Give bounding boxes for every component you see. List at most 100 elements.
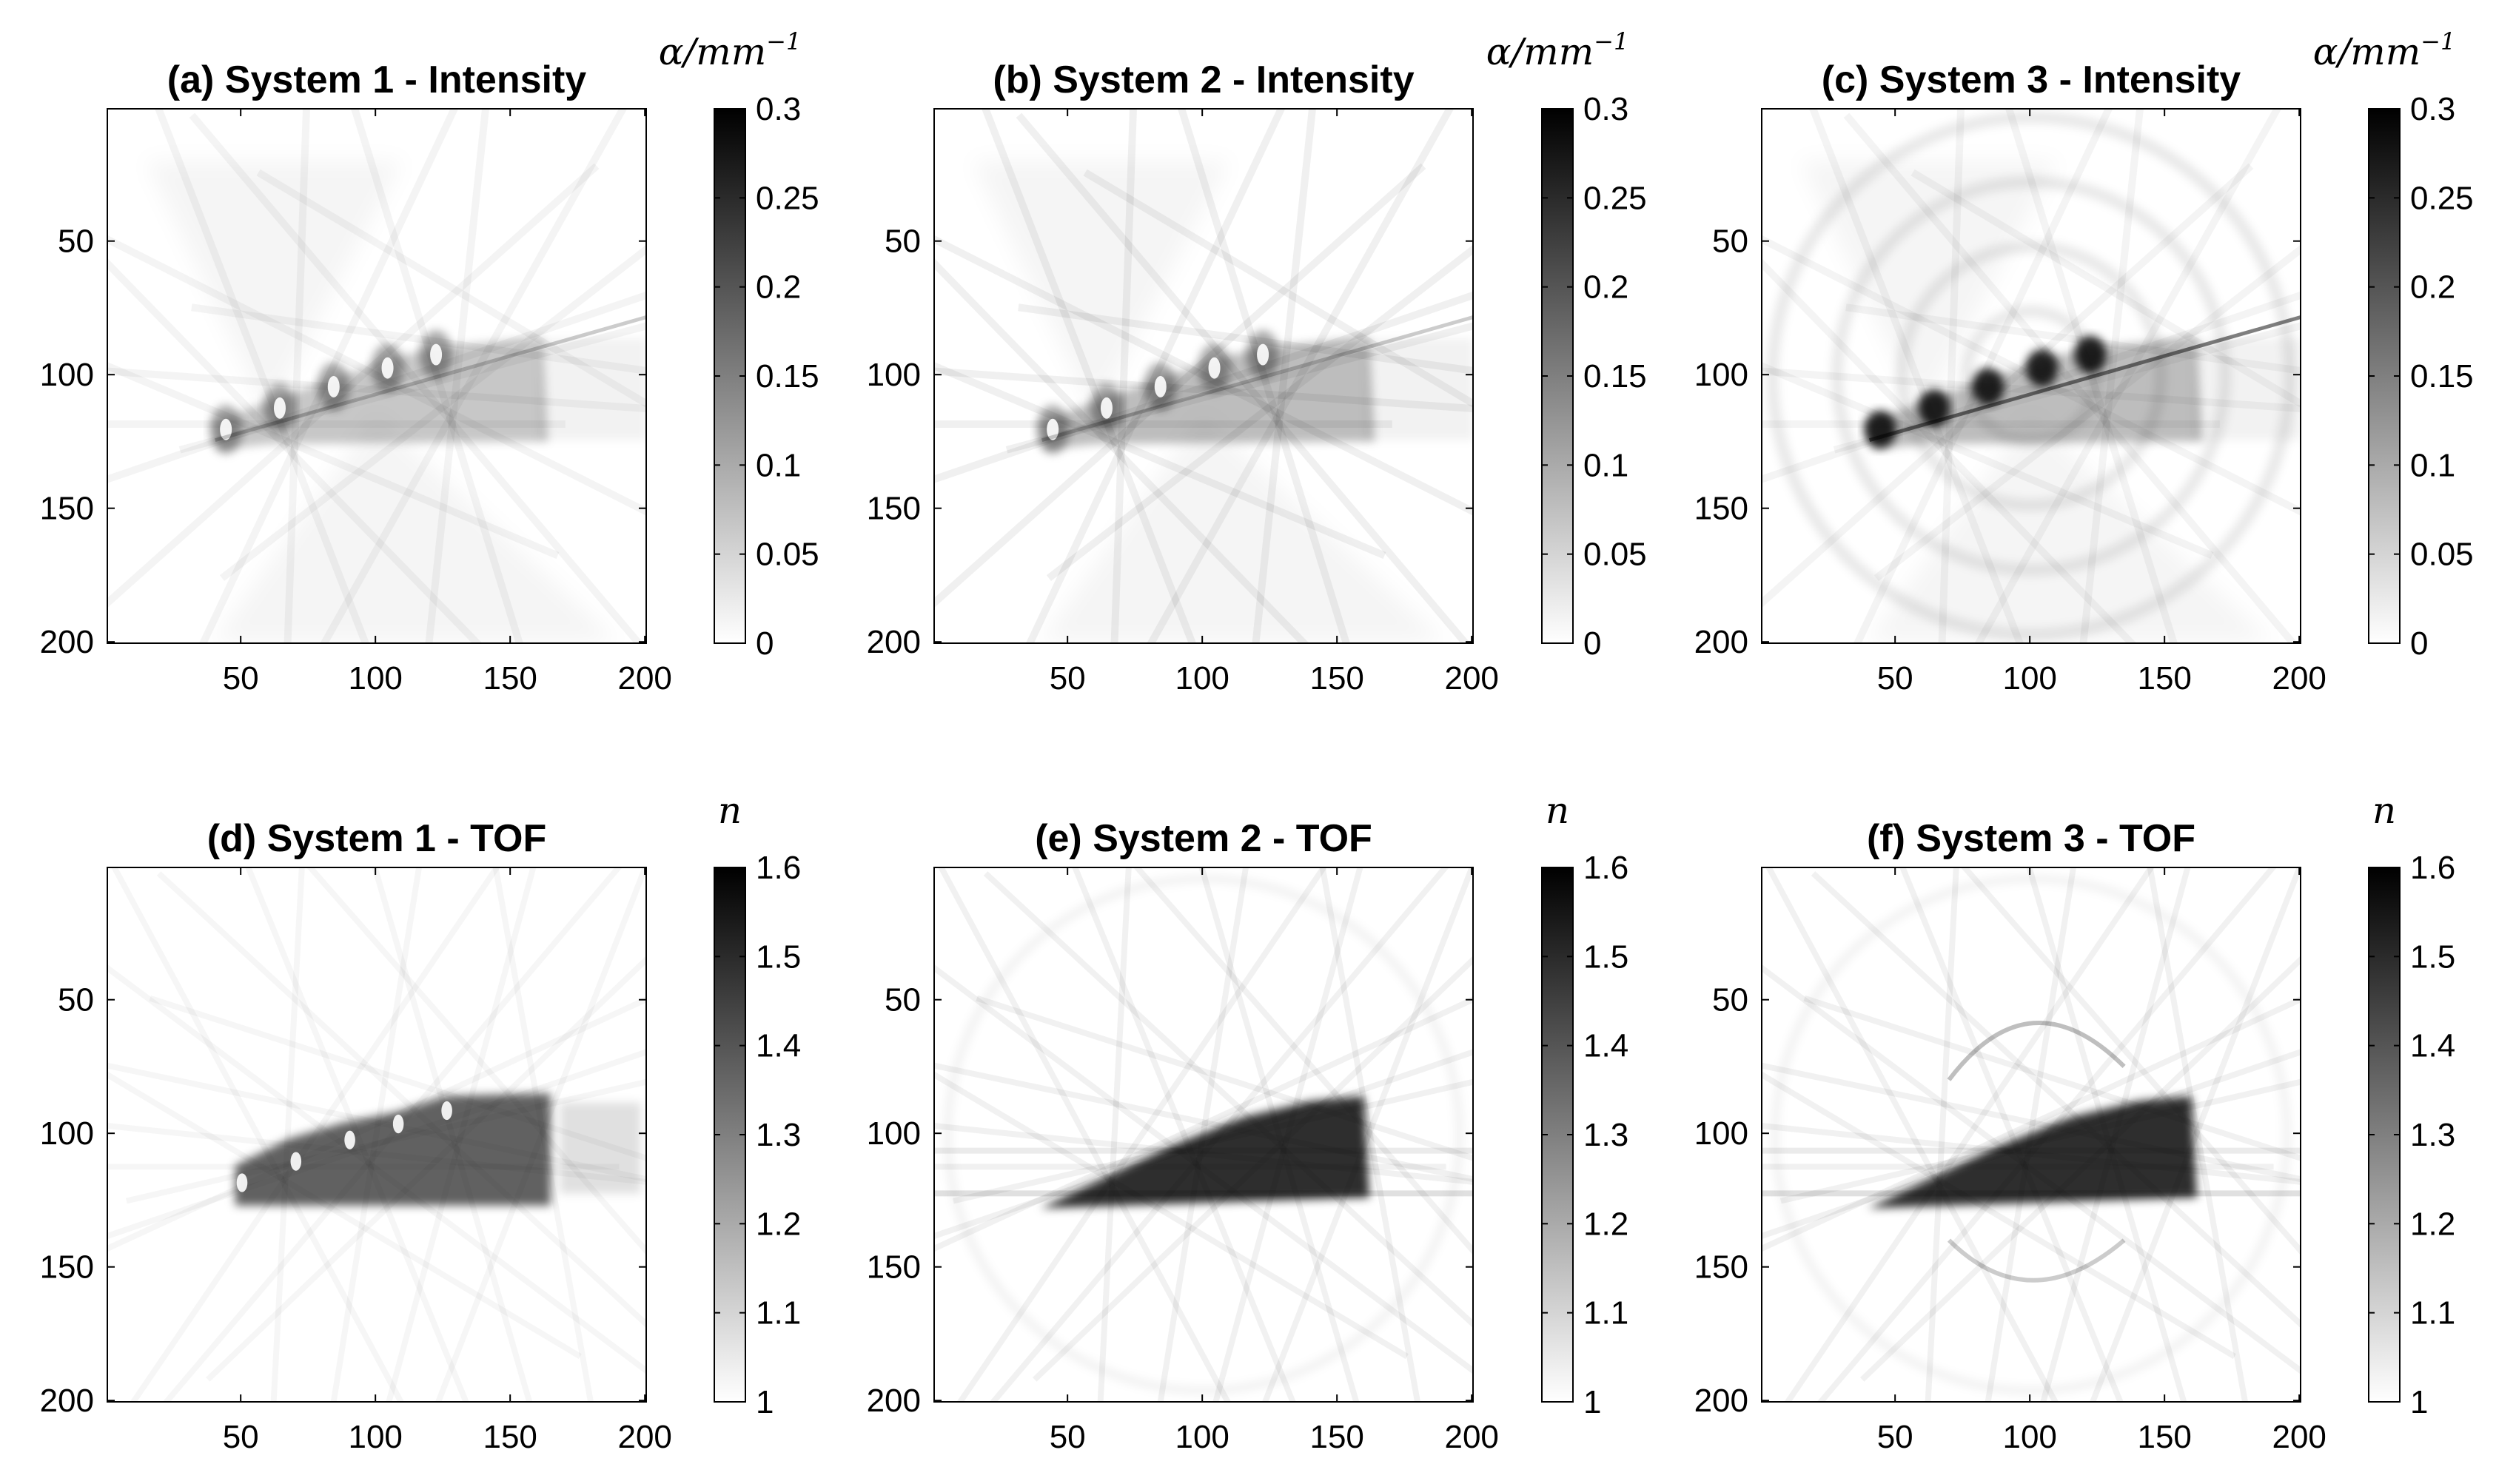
heatmap-image [235, 1093, 641, 1206]
x-tick-label: 50 [223, 1419, 259, 1455]
y-tick-label: 150 [867, 491, 921, 527]
colorbar-label: n [2372, 789, 2396, 832]
colorbar-tick-label: 0 [1583, 625, 1601, 662]
colorbar-tick-label: 0.25 [2410, 180, 2474, 216]
x-tick-label: 150 [1309, 660, 1363, 696]
colorbar-tick-label: 0 [756, 625, 774, 662]
y-tick-label: 200 [1694, 1383, 1748, 1419]
x-tick-label: 50 [1877, 660, 1913, 696]
x-tick-label: 150 [1309, 1419, 1363, 1455]
y-tick-label: 50 [885, 224, 921, 260]
panel-title: (f) System 3 - TOF [1867, 817, 2195, 860]
colorbar-tick-label: 0.1 [756, 447, 801, 483]
colorbar-tick-label: 0.1 [1583, 447, 1628, 483]
y-tick-label: 100 [867, 357, 921, 393]
y-tick-label: 150 [40, 1249, 94, 1286]
x-tick-label: 200 [2272, 660, 2326, 696]
colorbar-tick-label: 0.2 [756, 269, 801, 306]
y-tick-label: 100 [867, 1115, 921, 1152]
y-tick-label: 50 [58, 982, 94, 1018]
colorbar-tick-label: 1.3 [2410, 1117, 2455, 1153]
y-tick-label: 50 [1712, 982, 1748, 1018]
y-tick-label: 200 [40, 1383, 94, 1419]
x-tick-label: 100 [348, 1419, 402, 1455]
colorbar-tick-label: 0 [2410, 625, 2428, 662]
colorbar: 1 1.1 1.2 1.3 1.4 1.5 1.6 n [714, 789, 801, 1420]
x-tick-label: 150 [483, 1419, 537, 1455]
colorbar-tick-label: 0.2 [1583, 269, 1628, 306]
x-tick-label: 150 [2137, 660, 2191, 696]
panel-title: (b) System 2 - Intensity [993, 58, 1414, 101]
colorbar: 1 1.1 1.2 1.3 1.4 1.5 1.6 n [2368, 789, 2455, 1420]
panel-e: (e) System 2 - TOF 50 100 150 200 50 100 150 200… [867, 789, 1629, 1455]
colorbar-tick-label: 1.5 [1583, 939, 1628, 975]
colorbar-tick-label: 1 [2410, 1384, 2428, 1420]
colorbar-tick-label: 0.3 [1583, 91, 1628, 127]
y-tick-label: 200 [867, 1383, 921, 1419]
colorbar-tick-label: 1.6 [756, 850, 801, 886]
axes-frame [933, 867, 1474, 1403]
panel-d: (d) System 1 - TOF 50 100 150 200 50 100 150 200… [40, 789, 802, 1455]
colorbar-tick-label: 1.2 [1583, 1206, 1628, 1242]
panel-c: (c) System 3 - Intensity 50 100 150 200 50 100… [1694, 27, 2474, 696]
colorbar-tick-label: 1.6 [1583, 850, 1628, 886]
axes-frame [107, 867, 647, 1403]
colorbar-tick-label: 1.1 [2410, 1295, 2455, 1332]
x-tick-label: 200 [2272, 1419, 2326, 1455]
colorbar-tick-label: 0.25 [756, 180, 819, 216]
colorbar-tick-label: 1.5 [756, 939, 801, 975]
heatmap-image [1762, 109, 2301, 643]
panel-title: (a) System 1 - Intensity [167, 58, 586, 101]
axes-frame [933, 108, 1474, 644]
colorbar-tick-label: 1.1 [756, 1295, 801, 1332]
colorbar: 1 1.1 1.2 1.3 1.4 1.5 1.6 n [1541, 789, 1628, 1420]
panel-f: (f) System 3 - TOF 50 100 150 200 50 100 150 200… [1694, 789, 2456, 1455]
colorbar-label: n [718, 789, 742, 832]
x-tick-label: 200 [1444, 1419, 1498, 1455]
y-tick-label: 50 [58, 224, 94, 260]
colorbar-tick-label: 0.1 [2410, 447, 2455, 483]
y-tick-label: 150 [1694, 1249, 1748, 1286]
colorbar-tick-label: 0.25 [1583, 180, 1647, 216]
colorbar-label: α/mm−1 [659, 27, 802, 73]
colorbar-tick-label: 1.3 [1583, 1117, 1628, 1153]
panel-title: (e) System 2 - TOF [1035, 817, 1372, 860]
colorbar-tick-label: 0.15 [1583, 358, 1647, 394]
colorbar-tick-label: 0.15 [756, 358, 819, 394]
colorbar: 0 0.05 0.1 0.15 0.2 0.25 0.3 α/mm−1 [2313, 27, 2474, 662]
axes-frame [1761, 867, 2301, 1403]
y-tick-label: 50 [1712, 224, 1748, 260]
colorbar-tick-label: 1.6 [2410, 850, 2455, 886]
colorbar-tick-label: 0.15 [2410, 358, 2474, 394]
colorbar: 0 0.05 0.1 0.15 0.2 0.25 0.3 α/mm−1 [1486, 27, 1647, 662]
x-tick-label: 100 [1175, 1419, 1229, 1455]
x-tick-label: 150 [2137, 1419, 2191, 1455]
axes-frame [1761, 108, 2301, 644]
colorbar-tick-label: 0.3 [756, 91, 801, 127]
x-tick-label: 50 [223, 660, 259, 696]
colorbar-label: n [1546, 789, 1569, 832]
colorbar-tick-label: 0.3 [2410, 91, 2455, 127]
y-tick-label: 100 [40, 1115, 94, 1152]
colorbar-tick-label: 0.05 [2410, 537, 2474, 573]
y-tick-label: 150 [867, 1249, 921, 1286]
y-tick-label: 150 [1694, 491, 1748, 527]
x-tick-label: 200 [1444, 660, 1498, 696]
x-tick-label: 50 [1050, 660, 1086, 696]
x-tick-label: 100 [2002, 660, 2056, 696]
colorbar-tick-label: 1.1 [1583, 1295, 1628, 1332]
colorbar-tick-label: 1.2 [2410, 1206, 2455, 1242]
panel-a: (a) System 1 - Intensity 50 100 150 200 50 100… [40, 27, 819, 696]
colorbar-tick-label: 0.05 [756, 537, 819, 573]
colorbar-tick-label: 1.5 [2410, 939, 2455, 975]
y-tick-label: 100 [40, 357, 94, 393]
colorbar: 0 0.05 0.1 0.15 0.2 0.25 0.3 α/mm−1 [659, 27, 819, 662]
panel-title: (d) System 1 - TOF [207, 817, 546, 860]
colorbar-tick-label: 0.05 [1583, 537, 1647, 573]
x-tick-label: 100 [1175, 660, 1229, 696]
y-tick-label: 100 [1694, 1115, 1748, 1152]
x-tick-label: 50 [1877, 1419, 1913, 1455]
y-tick-label: 100 [1694, 357, 1748, 393]
panel-b: (b) System 2 - Intensity 50 100 150 200 50 100… [867, 27, 1647, 696]
